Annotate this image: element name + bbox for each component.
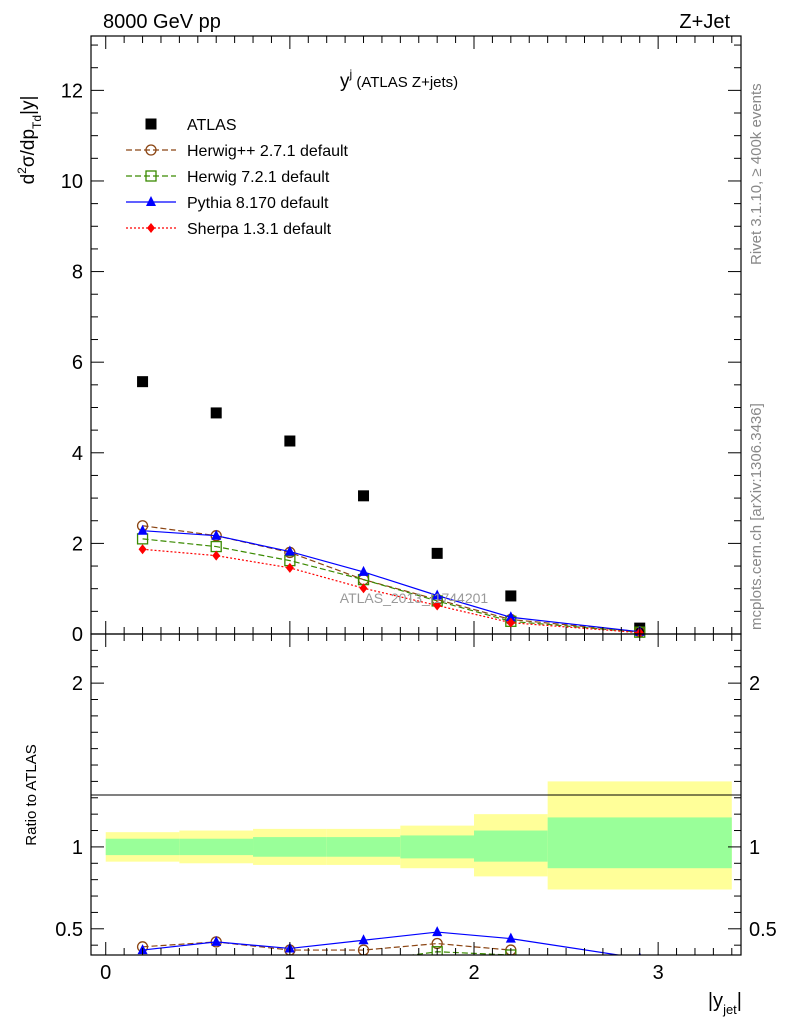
data-point-3-2 bbox=[284, 545, 295, 556]
ratio-frame bbox=[90, 633, 742, 956]
ratio-point-2-3 bbox=[358, 934, 369, 945]
stat-uncertainty-band-5 bbox=[474, 830, 548, 862]
main-y-tick-label-5: 10 bbox=[61, 171, 83, 193]
main-y-tick-label-1: 2 bbox=[72, 533, 83, 555]
stat-uncertainty-band-1 bbox=[179, 838, 254, 856]
series-line-3 bbox=[142, 530, 640, 633]
mcplots-label: mcplots.cern.ch [arXiv:1306.3436] bbox=[748, 403, 765, 630]
ratio-panel: 0.5 0.5 1 1 2 2 0 1 2 3 Ratio to ATLAS |yjet| bbox=[23, 633, 777, 1017]
data-point-0-1 bbox=[210, 407, 222, 419]
x-tick-label-0: 0 bbox=[100, 962, 111, 984]
legend-marker-3 bbox=[146, 196, 156, 206]
x-tick-label-3: 3 bbox=[653, 962, 664, 984]
legend-label-3: Pythia 8.170 default bbox=[187, 195, 329, 212]
data-point-0-5 bbox=[505, 590, 517, 602]
ratio-y-tick-label-1: 1 bbox=[72, 837, 83, 859]
legend-label-4: Sherpa 1.3.1 default bbox=[187, 221, 332, 238]
main-y-label: d2σ/dpTd|y| bbox=[15, 96, 44, 185]
x-tick-label-1: 1 bbox=[284, 962, 295, 984]
legend-marker-1 bbox=[145, 144, 157, 156]
ratio-point-1-0 bbox=[359, 957, 369, 967]
stat-uncertainty-band-3 bbox=[326, 837, 401, 857]
rivet-label: Rivet 3.1.10, ≥ 400k events bbox=[748, 83, 765, 265]
main-y-tick-label-3: 6 bbox=[72, 352, 83, 374]
data-point-4-5 bbox=[506, 617, 515, 628]
main-y-tick-label-4: 8 bbox=[72, 262, 83, 284]
stat-uncertainty-band-2 bbox=[253, 837, 327, 857]
watermark: ATLAS_2013_I1744201 bbox=[340, 590, 489, 606]
data-point-4-2 bbox=[285, 562, 294, 573]
legend-label-1: Herwig++ 2.7.1 default bbox=[187, 143, 349, 160]
main-y-tick-label-0: 0 bbox=[72, 624, 83, 646]
legend: ATLAS Herwig++ 2.7.1 default Herwig 7.2.1 … bbox=[126, 117, 349, 238]
data-point-4-3 bbox=[359, 583, 368, 594]
data-point-0-2 bbox=[284, 435, 296, 447]
legend-label-2: Herwig 7.2.1 default bbox=[187, 169, 330, 186]
x-axis-label: |yjet| bbox=[708, 990, 742, 1017]
stat-uncertainty-band-4 bbox=[400, 835, 475, 859]
ratio-point-2-4 bbox=[432, 926, 443, 937]
ratio-point-0-3 bbox=[357, 944, 370, 955]
ratio-series-group bbox=[136, 926, 642, 967]
ratio-y-tick-label-right-0: 0.5 bbox=[749, 919, 777, 941]
data-point-4-4 bbox=[433, 600, 442, 611]
ratio-y-tick-label-right-2: 2 bbox=[749, 673, 760, 695]
main-y-tick-label-6: 12 bbox=[61, 80, 83, 102]
data-point-4-1 bbox=[212, 550, 221, 561]
data-point-3-4 bbox=[432, 589, 443, 600]
legend-marker-2 bbox=[145, 170, 157, 182]
ratio-point-2-5 bbox=[505, 932, 516, 943]
main-y-tick-label-2: 4 bbox=[72, 443, 83, 465]
ratio-point-1-1 bbox=[431, 946, 443, 955]
data-point-3-5 bbox=[505, 611, 516, 622]
stat-uncertainty-band-6 bbox=[547, 817, 732, 869]
x-tick-label-2: 2 bbox=[468, 962, 479, 984]
data-point-3-1 bbox=[211, 529, 222, 540]
header-right: Z+Jet bbox=[679, 11, 730, 33]
ratio-y-label: Ratio to ATLAS bbox=[23, 744, 40, 845]
ratio-point-2-1 bbox=[211, 935, 222, 946]
legend-marker-4 bbox=[147, 223, 155, 233]
legend-label-0: ATLAS bbox=[187, 117, 237, 134]
data-point-3-3 bbox=[358, 565, 369, 576]
data-point-4-0 bbox=[138, 544, 147, 555]
data-point-0-4 bbox=[431, 547, 443, 559]
stat-uncertainty-band-0 bbox=[105, 838, 180, 856]
data-point-3-0 bbox=[137, 524, 148, 535]
data-point-0-3 bbox=[358, 490, 370, 502]
ratio-y-tick-label-2: 2 bbox=[72, 673, 83, 695]
data-point-0-0 bbox=[137, 376, 149, 388]
main-title: yj (ATLAS Z+jets) bbox=[340, 67, 458, 92]
legend-marker-0 bbox=[145, 118, 157, 130]
header-left: 8000 GeV pp bbox=[103, 11, 221, 33]
ratio-y-tick-label-right-1: 1 bbox=[749, 837, 760, 859]
ratio-y-tick-label-0: 0.5 bbox=[55, 919, 83, 941]
